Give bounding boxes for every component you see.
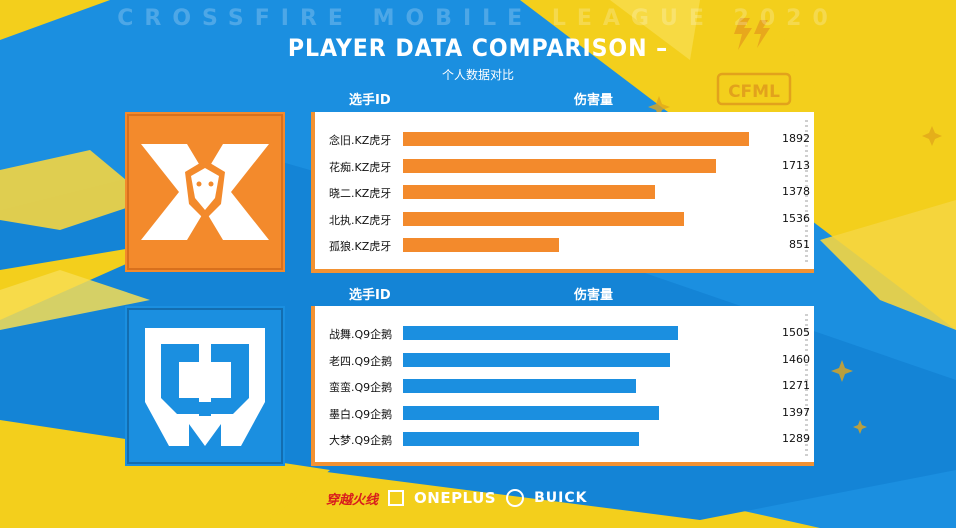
player-name: 蛮蛮.Q9企鹅 — [329, 381, 393, 394]
q9-data-panel: 战舞.Q9企鹅 1505 老四.Q9企鹅 1460 蛮蛮.Q9企鹅 1271 墨白.Q9企鹅… — [311, 306, 814, 466]
damage-value: 1289 — [782, 432, 810, 445]
damage-bar — [403, 185, 656, 199]
oneplus-icon — [388, 490, 405, 506]
kz-data-panel: 念旧.KZ虎牙 1892 花痴.KZ虎牙 1713 晓二.KZ虎牙 1378 北执.KZ虎牙… — [311, 112, 814, 273]
damage-bar — [403, 352, 671, 367]
damage-bar — [403, 379, 636, 393]
table-row: 蛮蛮.Q9企鹅 1271 — [311, 373, 814, 399]
table-row: 念旧.KZ虎牙 1892 — [311, 126, 814, 152]
damage-bar — [403, 238, 559, 252]
table-row: 孤狼.KZ虎牙 851 — [311, 232, 814, 258]
player-name: 北执.KZ虎牙 — [329, 213, 392, 227]
column-header-player-id-2: 选手ID — [349, 288, 391, 303]
sponsor-bar: 穿越火线 ONEPLUS BUICK — [326, 485, 587, 511]
player-name: 大梦.Q9企鹅 — [329, 434, 393, 447]
table-row: 老四.Q9企鹅 1460 — [311, 347, 814, 373]
damage-bar — [403, 132, 750, 146]
cfml-badge: CFML — [716, 70, 792, 108]
table-row: 战舞.Q9企鹅 1505 — [311, 320, 814, 346]
kz-dragon-logo-icon — [125, 112, 285, 272]
damage-value: 1505 — [782, 326, 810, 339]
damage-value: 1460 — [782, 352, 810, 366]
player-name: 花痴.KZ虎牙 — [329, 160, 392, 174]
damage-bar — [403, 432, 639, 446]
page-subtitle: 个人数据对比 — [441, 68, 514, 82]
table-row: 晓二.KZ虎牙 1378 — [311, 179, 814, 205]
damage-bar — [403, 405, 659, 420]
damage-value: 1713 — [782, 158, 810, 172]
buick-icon — [506, 489, 525, 507]
column-header-damage-2: 伤害量 — [574, 288, 614, 303]
table-row: 北执.KZ虎牙 1536 — [311, 206, 814, 232]
table-row: 墨白.Q9企鹅 1397 — [311, 400, 814, 426]
sponsor-oneplus: ONEPLUS — [414, 489, 497, 507]
damage-bar — [403, 158, 717, 173]
damage-bar — [403, 326, 679, 340]
svg-text:CFML: CFML — [728, 82, 780, 102]
table-row: 大梦.Q9企鹅 1289 — [311, 426, 814, 452]
lightning-bolt-icon — [734, 18, 770, 50]
damage-value: 1378 — [782, 185, 810, 198]
sponsor-buick: BUICK — [534, 490, 588, 506]
player-name: 老四.Q9企鹅 — [329, 354, 393, 368]
damage-bar — [403, 211, 685, 226]
watermark: CROSSFIRE MOBILE LEAGUE 2020 — [117, 6, 839, 31]
player-name: 孤狼.KZ虎牙 — [329, 240, 392, 253]
page-title: PLAYER DATA COMPARISON – — [287, 34, 669, 62]
damage-value: 1271 — [782, 379, 810, 392]
damage-value: 1397 — [782, 405, 810, 419]
damage-value: 1892 — [782, 132, 810, 145]
player-name: 墨白.Q9企鹅 — [329, 407, 393, 421]
damage-value: 1536 — [782, 211, 810, 225]
damage-value: 851 — [789, 238, 810, 251]
q9-logo-icon — [125, 306, 285, 466]
player-name: 晓二.KZ虎牙 — [329, 187, 392, 200]
column-header-player-id: 选手ID — [349, 93, 391, 108]
column-header-damage: 伤害量 — [574, 93, 614, 108]
player-name: 战舞.Q9企鹅 — [329, 328, 393, 341]
table-row: 花痴.KZ虎牙 1713 — [311, 153, 814, 179]
player-name: 念旧.KZ虎牙 — [329, 134, 392, 147]
sponsor-crossfire: 穿越火线 — [326, 492, 379, 508]
